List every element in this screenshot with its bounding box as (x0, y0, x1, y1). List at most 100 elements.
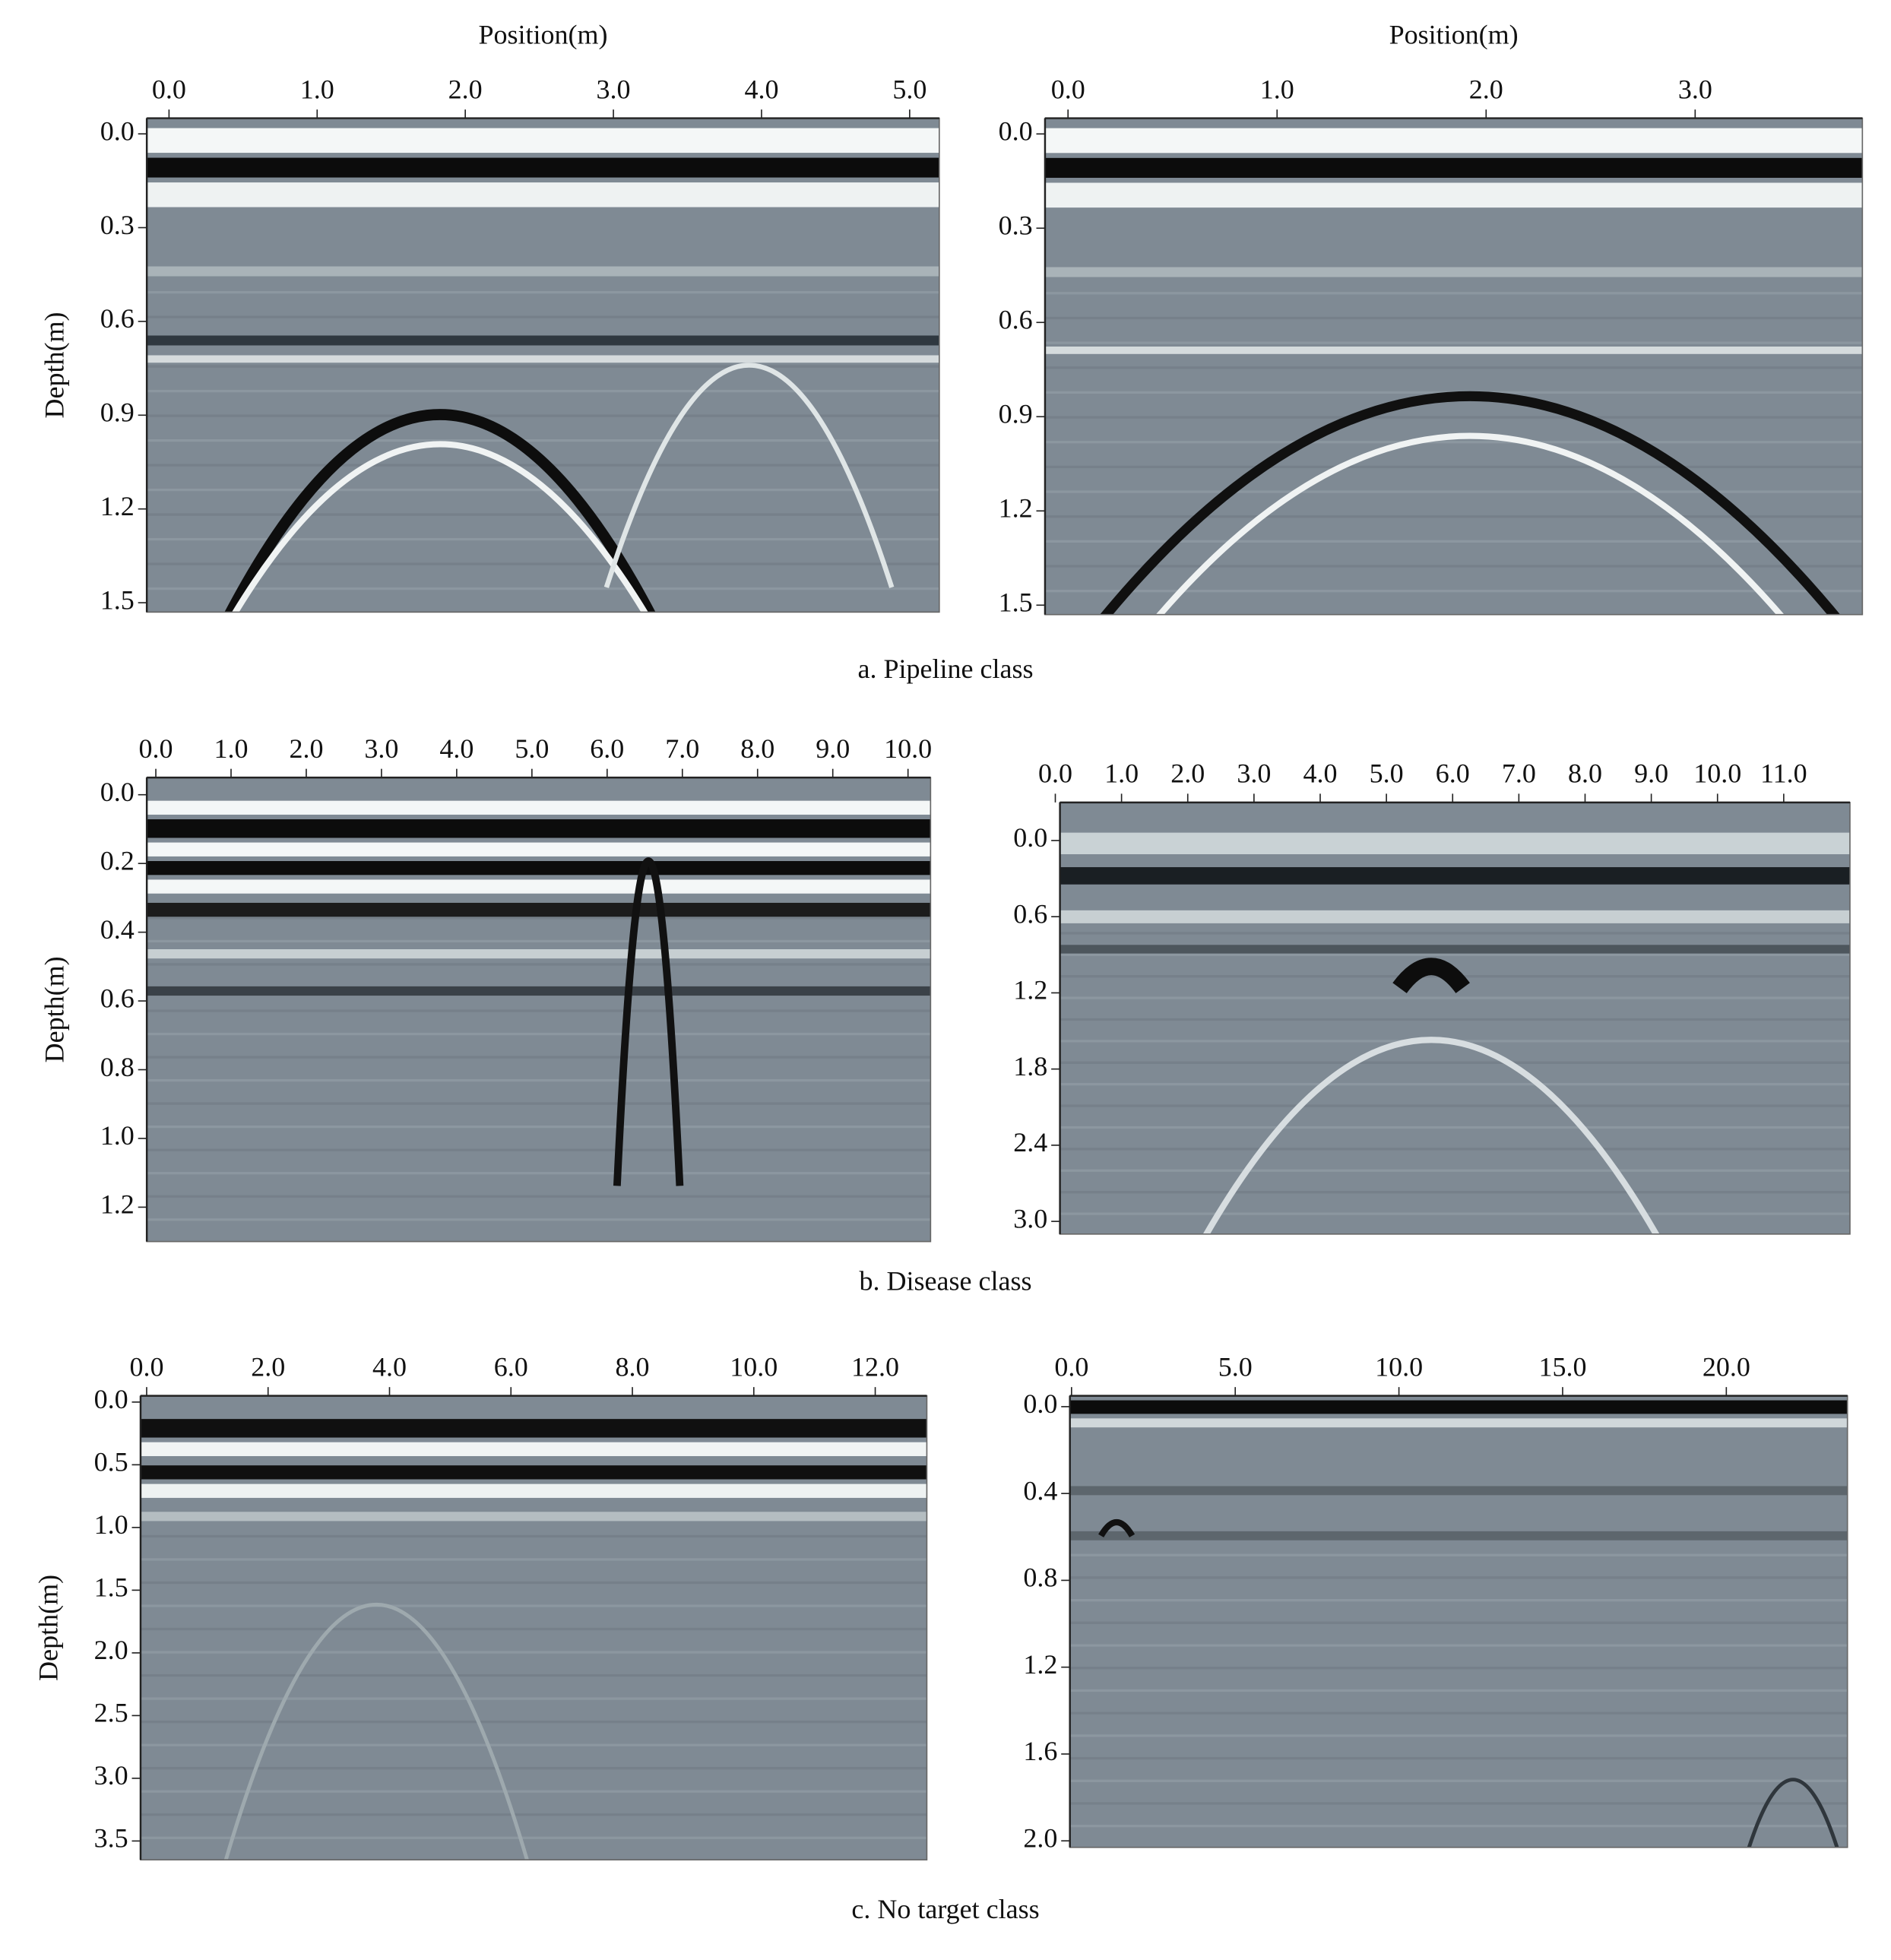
reflection-band (147, 842, 931, 857)
x-tick-label: 8.0 (616, 1352, 650, 1382)
texture-band (147, 537, 939, 541)
texture-band (1069, 1756, 1848, 1760)
y-axis-label: Depth(m) (40, 312, 70, 419)
texture-band (147, 1009, 931, 1012)
texture-band (1069, 1734, 1848, 1737)
radargram-background (1069, 1395, 1848, 1848)
x-tick-label: 9.0 (1634, 758, 1668, 789)
texture-band (1069, 1553, 1848, 1556)
texture-band (147, 414, 939, 417)
texture-band (1060, 1191, 1850, 1194)
x-tick-label: 0.0 (1054, 1352, 1088, 1382)
reflection-band (1044, 347, 1863, 354)
texture-band (1044, 441, 1863, 444)
hyperbola (613, 857, 684, 1186)
texture-band (1069, 1802, 1848, 1805)
texture-band (147, 513, 939, 516)
radargram (1044, 118, 1863, 615)
y-tick-label: 0.3 (999, 211, 1033, 241)
texture-band (1069, 1644, 1848, 1647)
radargram (1069, 1395, 1848, 1848)
hyperbola (1202, 1037, 1660, 1234)
y-tick-label: 1.5 (999, 587, 1033, 618)
radargram (147, 118, 939, 613)
texture-band (147, 562, 939, 565)
texture-band (1060, 996, 1850, 999)
texture-band (140, 1813, 927, 1816)
texture-band (147, 439, 939, 442)
texture-band (147, 917, 931, 920)
reflection-band (140, 1465, 927, 1480)
x-axis-label: Position(m) (478, 19, 607, 49)
hyperbola (1155, 432, 1785, 615)
hyperbola (1100, 391, 1841, 615)
y-tick-label: 0.2 (100, 845, 135, 876)
texture-band (1044, 490, 1863, 493)
texture-band (140, 1743, 927, 1746)
hyperbola (603, 363, 895, 588)
x-tick-label: 15.0 (1538, 1352, 1586, 1382)
texture-band (1069, 1779, 1848, 1782)
texture-band (1069, 1711, 1848, 1715)
x-tick-label: 0.0 (1038, 758, 1072, 789)
y-tick-label: 1.6 (1023, 1736, 1057, 1766)
reflection-band (140, 1442, 927, 1456)
reflection-band (1044, 128, 1863, 154)
y-tick-label: 1.2 (100, 491, 135, 521)
y-tick-label: 0.4 (100, 914, 135, 945)
panel: 0.0 1.0 2.0 3.0 4.0 5.0 6.0 7.0 8.0 9.0 10.0 0.0 0.2… (40, 733, 932, 1243)
x-tick-label: 12.0 (851, 1352, 899, 1382)
texture-band (1044, 565, 1863, 568)
texture-band (140, 1627, 927, 1631)
texture-band (1060, 953, 1850, 956)
hyperbola (224, 409, 656, 613)
panel: 0.0 2.0 4.0 6.0 8.0 10.0 12.0 0.0 0.5 1.0 1.5 2.0 2.… (33, 1352, 928, 1860)
texture-band (147, 1148, 931, 1151)
x-tick-label: 10.0 (1693, 758, 1741, 789)
texture-band (147, 315, 939, 318)
texture-band (1069, 1621, 1848, 1624)
texture-band (147, 1218, 931, 1221)
caption: a. Pipeline class (858, 654, 1034, 684)
y-tick-label: 3.0 (1013, 1203, 1047, 1233)
texture-band (1044, 366, 1863, 369)
x-tick-label: 6.0 (1436, 758, 1470, 789)
reflection-band (147, 861, 931, 876)
reflection-band (1060, 832, 1850, 854)
y-tick-label: 1.2 (100, 1189, 135, 1220)
texture-band (140, 1836, 927, 1839)
x-tick-label: 4.0 (744, 74, 778, 104)
reflection-band (147, 986, 931, 996)
y-tick-label: 0.9 (999, 399, 1033, 429)
x-tick-label: 2.0 (289, 733, 323, 764)
y-tick-label: 2.4 (1013, 1127, 1047, 1157)
reflection-band (147, 182, 939, 207)
texture-band (147, 963, 931, 966)
texture-band (1069, 1667, 1848, 1670)
texture-band (1044, 515, 1863, 518)
x-tick-label: 2.0 (448, 74, 483, 104)
texture-band (147, 365, 939, 368)
x-tick-label: 4.0 (372, 1352, 407, 1382)
x-tick-label: 6.0 (494, 1352, 528, 1382)
texture-band (1044, 292, 1863, 295)
y-tick-label: 1.8 (1013, 1051, 1047, 1081)
x-tick-label: 6.0 (590, 733, 624, 764)
x-tick-label: 10.0 (730, 1352, 778, 1382)
texture-band (1044, 540, 1863, 543)
texture-band (147, 1102, 931, 1105)
y-tick-label: 0.3 (100, 210, 135, 240)
x-tick-label: 1.0 (214, 733, 248, 764)
texture-band (147, 1056, 931, 1059)
reflection-band (140, 1512, 927, 1521)
x-tick-label: 5.0 (515, 733, 549, 764)
texture-band (147, 291, 939, 294)
y-tick-label: 0.0 (1023, 1388, 1057, 1419)
x-tick-label: 4.0 (1303, 758, 1337, 789)
hyperbola (232, 441, 648, 613)
reflection-band (147, 335, 939, 346)
reflection-band (147, 266, 939, 277)
y-tick-label: 1.5 (94, 1572, 128, 1603)
texture-band (147, 939, 931, 943)
